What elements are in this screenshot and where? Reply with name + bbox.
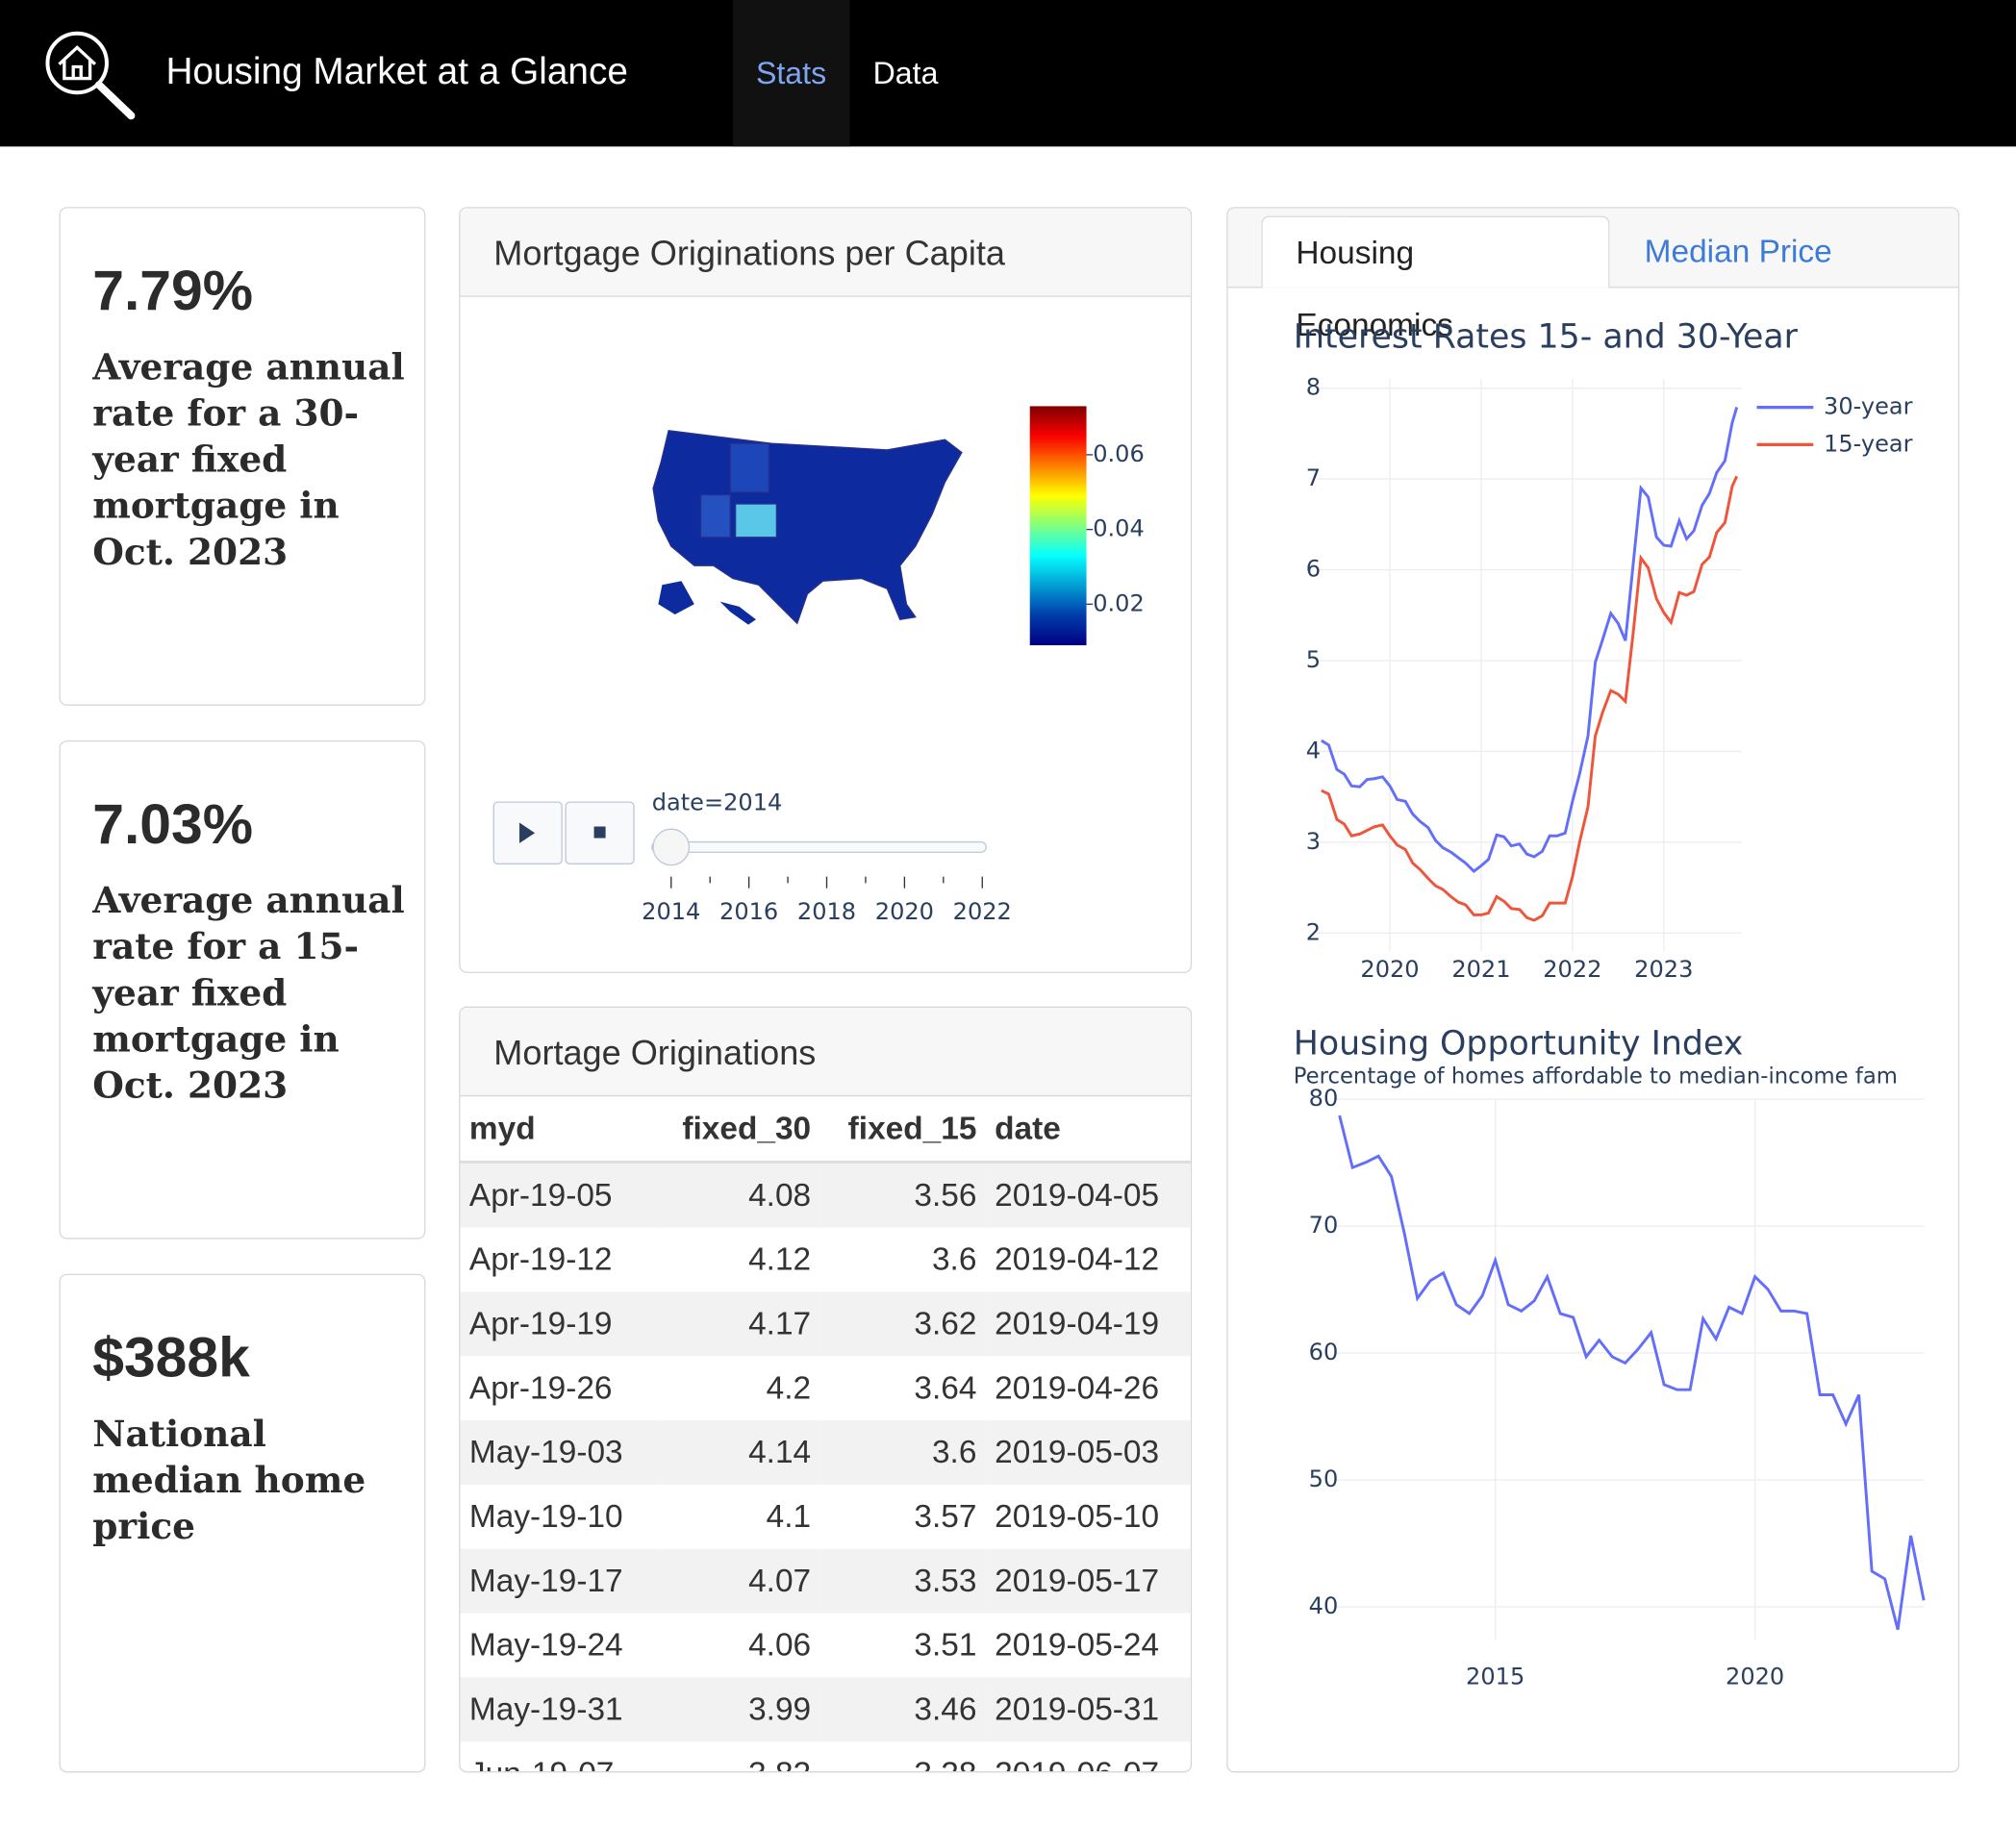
kpi-label: Average annual rate for a 15-year fixed … bbox=[92, 879, 405, 1107]
table-cell: Apr-19-12 bbox=[468, 1240, 613, 1278]
table-row: Apr-19-26 4.2 3.64 2019-04-26 bbox=[461, 1356, 1191, 1420]
table-cell: 3.6 bbox=[819, 1420, 986, 1485]
column-header: fixed_30 bbox=[654, 1096, 820, 1164]
table-cell: 2019-05-31 bbox=[985, 1677, 1191, 1742]
table-row: May-19-17 4.07 3.53 2019-05-17 bbox=[460, 1548, 1191, 1614]
table-row: Apr-19-05 4.08 3.56 2019-04-05 bbox=[460, 1162, 1191, 1228]
table-cell: 3.46 bbox=[819, 1677, 986, 1742]
table-row: May-19-03 4.14 3.6 2019-05-03 bbox=[460, 1420, 1191, 1485]
table-cell: 3.99 bbox=[654, 1677, 820, 1742]
kpi-label: Average annual rate for a 30-year fixed … bbox=[92, 345, 405, 574]
logo[interactable] bbox=[41, 28, 139, 123]
table-cell: 3.82 bbox=[654, 1741, 819, 1771]
tab[interactable]: Median Price bbox=[1644, 234, 1832, 270]
kpi-value: 7.79% bbox=[92, 260, 254, 323]
table-cell: 2019-05-24 bbox=[995, 1626, 1160, 1664]
table-cell: 2019-04-26 bbox=[995, 1369, 1160, 1406]
table-cell: 2019-05-03 bbox=[985, 1420, 1191, 1485]
table-cell: 3.51 bbox=[914, 1626, 977, 1664]
table-cell: 4.12 bbox=[748, 1240, 812, 1278]
table-cell: 4.2 bbox=[766, 1369, 812, 1406]
table-cell: 3.56 bbox=[819, 1162, 986, 1228]
table-header: myd fixed_30 fixed_15 date bbox=[460, 1096, 1191, 1164]
card-title: Mortgage Originations per Capita bbox=[460, 208, 1191, 297]
table-cell: 4.1 bbox=[766, 1497, 812, 1535]
table-row: Jun-19-073.823.282019-06-07 bbox=[461, 1741, 1191, 1771]
table-cell: 3.6 bbox=[931, 1240, 977, 1278]
data-table: myd fixed_30 fixed_15 date Apr-19-05 4.08 3.56… bbox=[460, 1096, 1191, 1771]
table-cell: 3.64 bbox=[914, 1369, 977, 1406]
table-cell: 2019-06-07 bbox=[986, 1741, 1191, 1771]
table-cell: May-19-24 bbox=[468, 1626, 623, 1664]
map-card: Mortgage Originations per Capita bbox=[459, 207, 1193, 973]
column-header: fixed_15 bbox=[819, 1096, 986, 1164]
kpi-value: 7.03% bbox=[92, 792, 254, 857]
kpi-card: 7.03% Average annual rate for a 15-year … bbox=[59, 739, 426, 1240]
table-cell: 2019-05-10 bbox=[995, 1497, 1160, 1535]
kpi-value: $388k bbox=[92, 1326, 250, 1390]
navbar: Housing Market at a Glance Stats Data bbox=[0, 0, 2016, 147]
table-cell: 2019-04-05 bbox=[985, 1162, 1191, 1228]
kpi-card: 7.79% Average annual rate for a 30-year … bbox=[59, 207, 426, 706]
nav-link[interactable]: Data bbox=[872, 56, 939, 91]
app-title[interactable]: Housing Market at a Glance bbox=[165, 51, 628, 93]
table-cell: Apr-19-05 bbox=[460, 1162, 655, 1228]
table-cell: 4.17 bbox=[654, 1291, 820, 1357]
table-cell: Jun-19-07 bbox=[461, 1741, 655, 1771]
tabs-card: Housing Economics Median Price bbox=[1226, 207, 1960, 1773]
table-cell: May-19-31 bbox=[460, 1677, 655, 1742]
tab[interactable]: Housing Economics bbox=[1261, 215, 1610, 343]
table-cell: 4.14 bbox=[654, 1420, 820, 1485]
table-row: Apr-19-19 4.17 3.62 2019-04-19 bbox=[460, 1291, 1191, 1357]
table-cell: 3.62 bbox=[819, 1291, 986, 1357]
table-card: Mortage Originations myd fixed_30 fixed_15… bbox=[459, 1006, 1193, 1773]
table-cell: Apr-19-26 bbox=[468, 1369, 613, 1406]
kpi-card: $388k National median home price bbox=[59, 1273, 426, 1773]
tab-bar: Housing Economics Median Price bbox=[1227, 208, 1958, 343]
table-cell: 4.06 bbox=[748, 1626, 812, 1664]
table-row: May-19-10 4.1 3.57 2019-05-10 bbox=[461, 1485, 1191, 1549]
table-row: May-19-31 3.99 3.46 2019-05-31 bbox=[460, 1677, 1191, 1742]
card-title: Mortage Originations bbox=[460, 1007, 1191, 1097]
table-cell: 2019-04-12 bbox=[995, 1240, 1160, 1278]
table-cell: 4.08 bbox=[654, 1162, 820, 1228]
table-row: May-19-24 4.06 3.51 2019-05-24 bbox=[461, 1614, 1191, 1678]
column-header: myd bbox=[460, 1096, 655, 1164]
table-cell: May-19-10 bbox=[468, 1497, 623, 1535]
table-cell: 2019-05-17 bbox=[985, 1548, 1191, 1614]
nav-link[interactable]: Stats bbox=[732, 0, 850, 147]
table-cell: May-19-03 bbox=[460, 1420, 655, 1485]
table-cell: 4.07 bbox=[654, 1548, 820, 1614]
kpi-label: National median home price bbox=[92, 1413, 366, 1548]
column-header: date bbox=[985, 1096, 1191, 1164]
table-cell: Apr-19-19 bbox=[460, 1291, 655, 1357]
table-row: Apr-19-12 4.12 3.6 2019-04-12 bbox=[461, 1228, 1191, 1292]
table-cell: 3.57 bbox=[914, 1497, 977, 1535]
table-cell: May-19-17 bbox=[460, 1548, 655, 1614]
table-cell: 3.53 bbox=[819, 1548, 986, 1614]
table-cell: 2019-04-19 bbox=[985, 1291, 1191, 1357]
table-cell: 3.28 bbox=[819, 1741, 985, 1771]
